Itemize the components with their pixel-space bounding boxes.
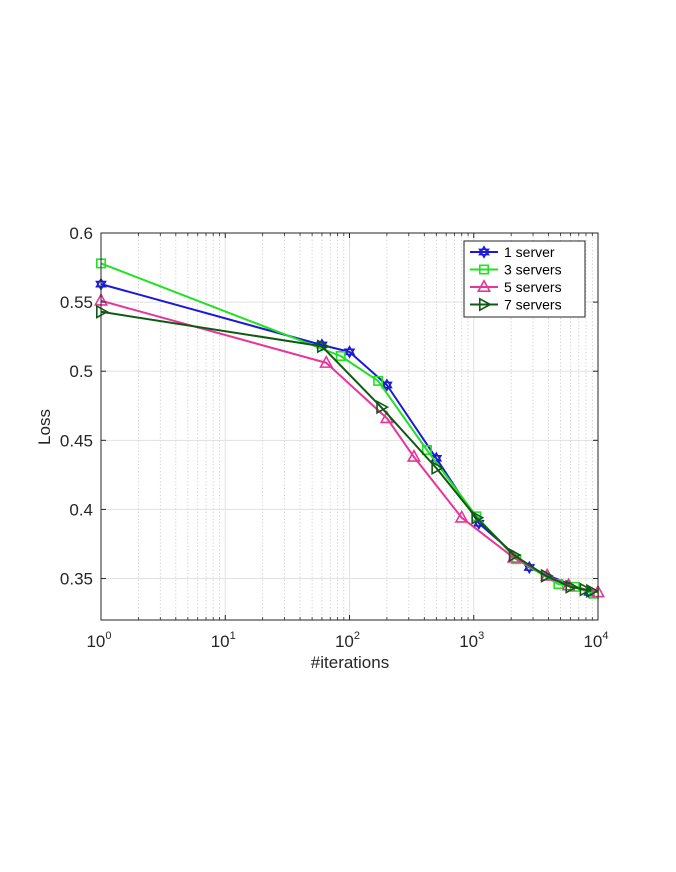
data-point [319, 355, 334, 368]
legend-label: 5 servers [504, 279, 562, 295]
data-point [373, 375, 384, 386]
legend-item: 5 servers [470, 279, 562, 295]
data-point [508, 547, 522, 563]
legend-marker [478, 264, 489, 275]
x-axis-label: #iterations [311, 653, 389, 672]
x-tick-label: 103 [459, 630, 484, 651]
legend-marker [478, 297, 492, 312]
y-tick-label: 0.45 [60, 431, 93, 450]
legend-label: 7 servers [504, 297, 562, 313]
legend-item: 7 servers [470, 297, 562, 313]
marker-part [343, 345, 356, 356]
marker-part [381, 381, 393, 392]
y-tick-label: 0.35 [60, 570, 93, 589]
data-point [406, 449, 421, 462]
y-tick-label: 0.6 [69, 224, 93, 243]
series-4 [96, 304, 599, 599]
series-layer [93, 258, 606, 600]
legend-label: 1 server [504, 244, 555, 260]
marker-part [478, 245, 490, 256]
y-tick-label: 0.4 [69, 500, 93, 519]
data-point [565, 579, 579, 594]
legend-label: 3 servers [504, 262, 562, 278]
marker-part [343, 348, 356, 359]
data-point [454, 509, 469, 523]
data-point [586, 583, 599, 599]
marker-part [381, 378, 393, 389]
marker-part [430, 451, 443, 462]
y-tick-label: 0.55 [60, 293, 93, 312]
data-point [431, 460, 445, 476]
x-tick-label: 104 [583, 630, 608, 651]
marker-part [478, 248, 490, 259]
data-point [421, 444, 432, 455]
legend-marker [478, 245, 490, 259]
data-point [335, 351, 346, 362]
data-point [381, 378, 393, 392]
series-line [100, 310, 592, 592]
data-point [471, 510, 485, 525]
y-tick-label: 0.5 [69, 362, 93, 381]
x-tick-label: 101 [211, 630, 236, 651]
data-point [96, 304, 109, 319]
y-axis-label: Loss [35, 409, 54, 445]
legend-marker [476, 279, 492, 293]
data-point [579, 582, 593, 597]
x-tick-label: 100 [86, 630, 111, 651]
data-point [343, 345, 356, 359]
legend-item: 3 servers [470, 262, 562, 278]
data-point [376, 400, 390, 415]
legend-item: 1 server [470, 244, 555, 260]
ticks: 100 101 102 103 104 0.35 0.4 0.45 0.5 0.55 0.6 [60, 224, 609, 651]
data-point [316, 339, 330, 354]
x-tick-label: 102 [335, 630, 360, 651]
data-point [540, 568, 554, 583]
